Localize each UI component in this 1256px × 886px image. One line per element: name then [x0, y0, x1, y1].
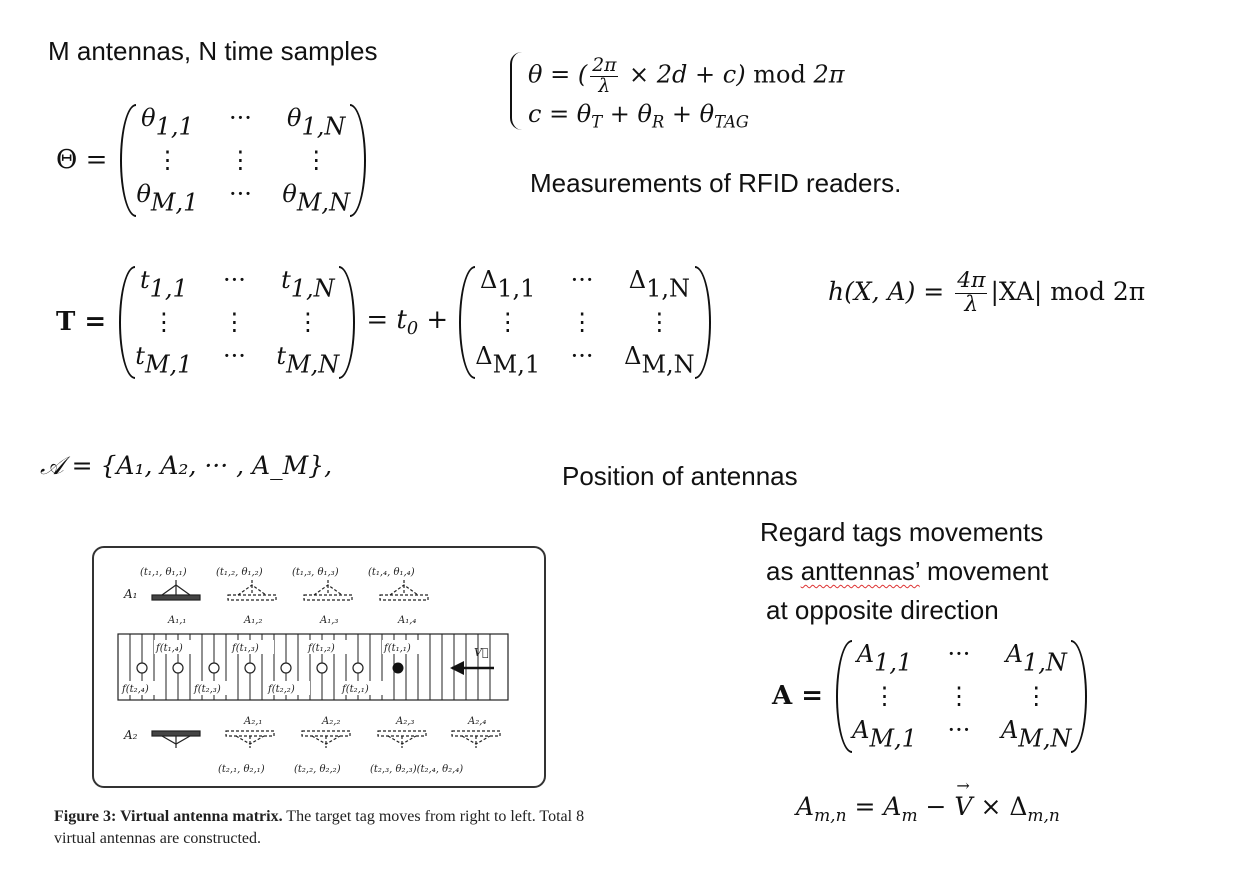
virtual-tag-position: [280, 662, 292, 674]
phase-equation: θ = (2π λ × 2d + c) mod 2π: [528, 55, 845, 97]
virtual-tag-position: [136, 662, 148, 674]
antenna-icon: [151, 580, 201, 601]
top-label: (t₁,₂, θ₁,₂): [216, 567, 263, 578]
h-rhs: |XA| mod 2π: [990, 276, 1146, 306]
virtual-tag-position: [352, 662, 364, 674]
top-label: (t₁,₃, θ₁,₃): [292, 567, 339, 578]
virtual-tag-position: [316, 662, 328, 674]
note-regard: Regard tags movements as anttennas’ move…: [760, 513, 1048, 630]
bottom-antenna-label: A₂,₃: [395, 716, 414, 727]
virtual-tag-position: [172, 662, 184, 674]
virtual-tag-position: [244, 662, 256, 674]
top-label: (t₁,₁, θ₁,₁): [140, 567, 187, 578]
upper-f-label: f(t₁,₂): [307, 643, 335, 654]
a2-label: A₂: [123, 728, 138, 742]
a1-label: A₁: [123, 587, 137, 601]
upper-f-label: f(t₁,₁): [383, 643, 411, 654]
antenna-icon: [303, 580, 353, 601]
virtual-antenna-figure: (t₁,₁, θ₁,₁) (t₁,₂, θ₁,₂) (t₁,₃, θ₁,₃) (…: [92, 546, 546, 788]
antenna-icon: [225, 730, 275, 748]
A-symbol: A =: [772, 681, 824, 712]
note-regard-word: anttennas’: [800, 556, 920, 586]
note-regard-line2: as anttennas’ movement: [760, 552, 1048, 591]
h-function-equation: h(X, A) = 4π λ |XA| mod 2π: [828, 268, 1146, 317]
upper-f-label: f(t₁,₄): [155, 643, 183, 654]
equation-brace: [510, 52, 524, 130]
top-antenna-label: A₁,₃: [319, 615, 338, 626]
theta-matrix-equation: Θ = θ1,1 ··· θ1,N ⋮ ⋮ ⋮ θM,1 ··· θM,N: [56, 104, 367, 217]
t0-term: = t0 +: [366, 305, 449, 340]
time-matrix-equation: T = t1,1 ··· t1,N ⋮ ⋮ ⋮ tM,1 ··· tM,N = t0 + Δ…: [56, 266, 711, 379]
top-label: (t₁,₄, θ₁,₄): [368, 567, 415, 578]
lower-f-label: f(t₂,₂): [267, 684, 295, 695]
figure-caption-body: The target tag moves from right to left.…: [54, 808, 585, 848]
figure-caption: Figure 3: Virtual antenna matrix. The ta…: [54, 806, 594, 851]
antenna-icon: [377, 730, 427, 748]
note-regard-pre: as: [766, 556, 801, 586]
figure-caption-title: Figure 3: Virtual antenna matrix.: [54, 808, 283, 825]
lower-f-label: f(t₂,₄): [121, 684, 149, 695]
top-antenna-label: A₁,₄: [397, 615, 416, 626]
virtual-tag-position: [208, 662, 220, 674]
velocity-label: V⃗: [474, 646, 489, 659]
theta-matrix: θ1,1 ··· θ1,N ⋮ ⋮ ⋮ θM,1 ··· θM,N: [120, 104, 367, 217]
antenna-icon: [301, 730, 351, 748]
note-measurements: Measurements of RFID readers.: [530, 168, 902, 198]
offset-equation: c = θT + θR + θTAG: [528, 100, 749, 132]
bottom-antenna-label: A₂,₄: [467, 716, 486, 727]
note-regard-post: movement: [919, 556, 1049, 586]
antenna-icon: [227, 580, 277, 601]
target-tag: [392, 662, 404, 674]
bottom-label: (t₂,₁, θ₂,₁): [218, 764, 265, 775]
virtual-antenna-equation: Am,n = Am − V → × Δm,n: [796, 776, 1060, 826]
theta-symbol: Θ =: [56, 145, 108, 176]
virtual-antenna-diagram: (t₁,₁, θ₁,₁) (t₁,₂, θ₁,₂) (t₁,₃, θ₁,₃) (…: [117, 567, 509, 775]
bottom-antenna-label: A₂,₂: [321, 716, 340, 727]
top-antenna-label: A₁,₂: [243, 615, 262, 626]
note-regard-line1: Regard tags movements: [760, 517, 1044, 547]
T-symbol: T =: [56, 307, 107, 338]
h-lhs: h(X, A) =: [828, 276, 945, 306]
time-matrix: t1,1 ··· t1,N ⋮ ⋮ ⋮ tM,1 ··· tM,N: [119, 266, 356, 379]
antenna-matrix: A1,1 ··· A1,N ⋮ ⋮ ⋮ AM,1 ··· AM,N: [836, 640, 1088, 753]
phase-equation-system: θ = (2π λ × 2d + c) mod 2π c = θT + θR + …: [528, 56, 844, 141]
note-regard-line3: at opposite direction: [766, 595, 999, 625]
bottom-antenna-label: A₂,₁: [243, 716, 262, 727]
upper-f-label: f(t₁,₃): [231, 643, 259, 654]
bottom-label: (t₂,₂, θ₂,₂): [294, 764, 341, 775]
bottom-label: (t₂,₃, θ₂,₃)(t₂,₄, θ₂,₄): [370, 764, 463, 775]
direction-arrow-icon: [450, 661, 494, 675]
lower-f-label: f(t₂,₃): [193, 684, 221, 695]
antenna-icon: [451, 730, 501, 748]
top-antenna-label: A₁,₁: [167, 615, 186, 626]
antenna-icon: [379, 580, 429, 601]
note-position: Position of antennas: [562, 461, 798, 491]
delta-matrix: Δ1,1 ··· Δ1,N ⋮ ⋮ ⋮ ΔM,1 ··· ΔM,N: [459, 266, 711, 379]
antenna-matrix-equation: A = A1,1 ··· A1,N ⋮ ⋮ ⋮ AM,1 ··· AM,N: [772, 640, 1088, 753]
antenna-set-equation: 𝒜 = {A₁, A₂, ··· , A_M},: [40, 451, 333, 480]
antenna-icon: [151, 730, 201, 748]
note-m-antennas: M antennas, N time samples: [48, 36, 378, 66]
lower-f-label: f(t₂,₁): [341, 684, 369, 695]
